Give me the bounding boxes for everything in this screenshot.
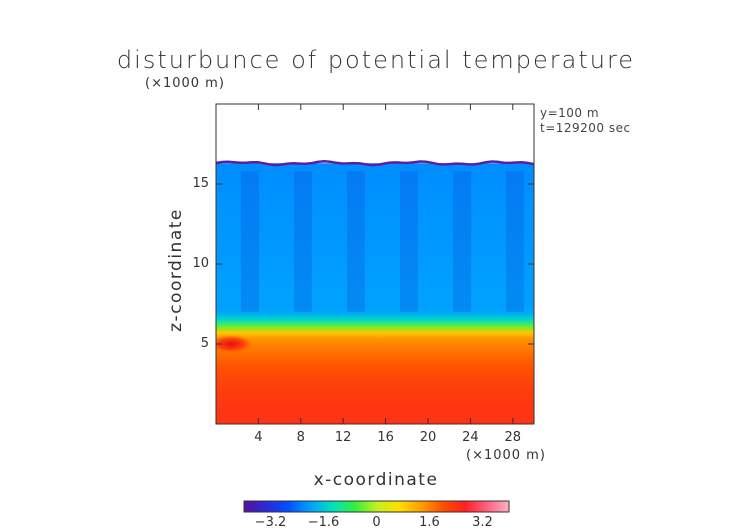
y-tick-label: 15 [192,176,209,191]
x-tick-label: 24 [462,430,479,445]
convection-band [347,171,365,312]
convection-band [241,171,259,312]
x-tick-label: 16 [377,430,394,445]
y-tick-label: 10 [192,256,209,271]
temperature-field [216,159,534,424]
x-tick-label: 20 [419,430,437,445]
field-fill [216,163,534,424]
x-unit-label: (×1000 m) [466,448,546,463]
x-axis-label: x-coordinate [313,470,439,490]
x-tick-label: 12 [334,430,352,445]
colorbar-tick-label: −3.2 [254,515,287,530]
domain-top-boundary [216,159,534,167]
convection-band [294,171,312,312]
axis-ticks [216,104,534,424]
chart-title: disturbunce of potential temperature [116,46,636,74]
warm-blob [216,335,253,353]
colorbar-tick-label: 0 [372,515,381,530]
colorbar [243,500,510,513]
y-axis-label: z-coordinate [166,208,186,332]
z-unit-label: (×1000 m) [145,76,225,91]
annotation-time: t=129200 sec [540,121,631,135]
convection-band [453,171,471,312]
x-tick-label: 4 [254,430,263,445]
convection-band [400,171,418,312]
colorbar-tick-label: 1.6 [419,515,440,530]
colorbar-tick-label: 3.2 [472,515,493,530]
x-tick-label: 8 [296,430,305,445]
x-tick-label: 28 [504,430,522,445]
colorbar-tick-label: −1.6 [307,515,340,530]
convection-band [506,171,524,312]
y-tick-label: 5 [200,336,209,351]
annotation-y-position: y=100 m [540,106,600,120]
